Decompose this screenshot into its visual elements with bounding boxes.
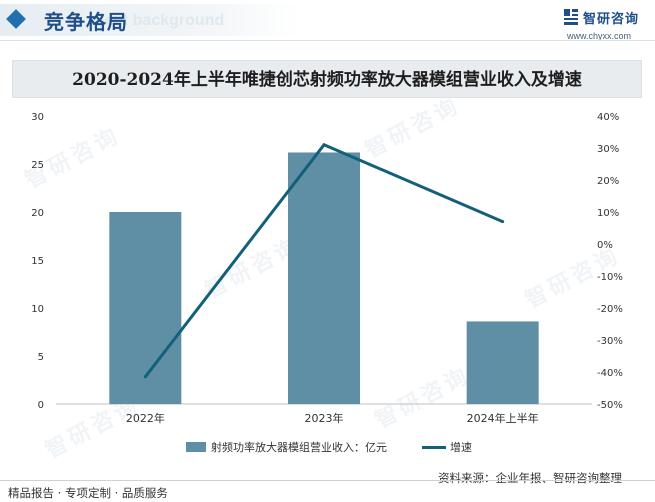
header-band: [0, 4, 300, 36]
x-tick-label: 2024年上半年: [467, 411, 539, 425]
y-right-tick-label: 0%: [597, 240, 613, 251]
x-tick-label: 2022年: [126, 411, 165, 425]
bar: [466, 321, 539, 404]
logo-name: 智研咨询: [583, 12, 640, 27]
x-tick-label: 2023年: [305, 411, 344, 425]
y-right-tick-label: 40%: [597, 112, 619, 123]
y-right-tick-label: 20%: [597, 176, 619, 187]
y-left-tick-label: 30: [31, 112, 44, 123]
footer-divider: [0, 480, 655, 481]
source-note: 资料来源：企业年报、智研咨询整理: [438, 471, 622, 485]
legend-line-label: 增速: [450, 441, 472, 454]
y-left-tick-label: 15: [31, 256, 44, 267]
y-right-tick-label: -20%: [597, 304, 623, 315]
y-left-tick-label: 25: [31, 160, 44, 171]
y-left-tick-label: 10: [31, 304, 44, 315]
y-right-tick-label: -40%: [597, 368, 623, 379]
y-right-tick-label: 10%: [597, 208, 619, 219]
bar: [109, 212, 182, 404]
legend-bar-label: 射频功率放大器模组营业收入：亿元: [211, 441, 387, 454]
chart: 0 5 10 15 20 25 30 -50% -40% -30% -20% -10% 0% 10% 20%…: [31, 112, 623, 425]
section-title: 竞争格局: [44, 10, 128, 34]
chart-title-box: 2020-2024年上半年唯捷创芯射频功率放大器模组营业收入及增速: [12, 60, 642, 98]
growth-point: [501, 220, 505, 224]
y-right-tick-label: -50%: [597, 400, 623, 411]
header-ghost-text: ment background: [90, 12, 225, 29]
growth-point: [322, 143, 326, 147]
growth-point: [143, 375, 147, 379]
y-left-tick-label: 5: [38, 352, 44, 363]
footer-tagline: 精品报告 · 专项定制 · 品质服务: [8, 486, 168, 500]
header: ment background 竞争格局 智研咨询 www.chyxx.com: [0, 0, 655, 41]
legend-line-swatch: [422, 446, 446, 449]
chart-title: 2020-2024年上半年唯捷创芯射频功率放大器模组营业收入及增速: [72, 70, 582, 90]
y-left-tick-label: 20: [31, 208, 44, 219]
header-divider: [0, 40, 655, 41]
logo-url: www.chyxx.com: [567, 31, 632, 41]
bar: [288, 152, 360, 404]
y-left-tick-label: 0: [38, 400, 44, 411]
chyxx-logo-icon: [564, 9, 578, 25]
y-right-tick-label: -30%: [597, 336, 623, 347]
y-right-tick-label: -10%: [597, 272, 623, 283]
y-right-tick-label: 30%: [597, 144, 619, 155]
legend-bar-swatch: [186, 442, 206, 452]
legend: 射频功率放大器模组营业收入：亿元 增速: [0, 438, 655, 456]
